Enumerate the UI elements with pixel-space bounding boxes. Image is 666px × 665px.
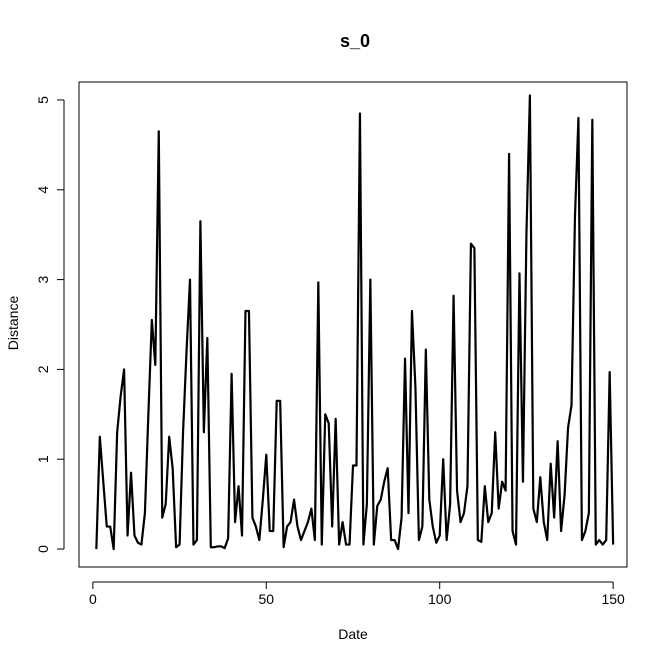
chart-title: s_0 (340, 31, 370, 51)
series-line (95, 94, 615, 551)
x-tick-label: 0 (89, 591, 97, 607)
y-tick-label: 0 (35, 545, 51, 553)
y-tick-label: 3 (35, 275, 51, 283)
plot-area-box (78, 81, 628, 568)
x-axis-label: Date (338, 626, 368, 642)
y-tick-label: 5 (35, 96, 51, 104)
y-tick-label: 4 (35, 186, 51, 194)
y-tick-label: 1 (35, 455, 51, 463)
x-tick-label: 50 (259, 591, 275, 607)
y-axis-label: Distance (5, 296, 21, 351)
y-tick-label: 2 (35, 365, 51, 373)
x-tick-label: 150 (601, 591, 625, 607)
x-axis: 0 50 100 150 (89, 581, 625, 607)
y-axis: 0 1 2 3 4 5 (35, 96, 65, 553)
x-tick-label: 100 (428, 591, 452, 607)
